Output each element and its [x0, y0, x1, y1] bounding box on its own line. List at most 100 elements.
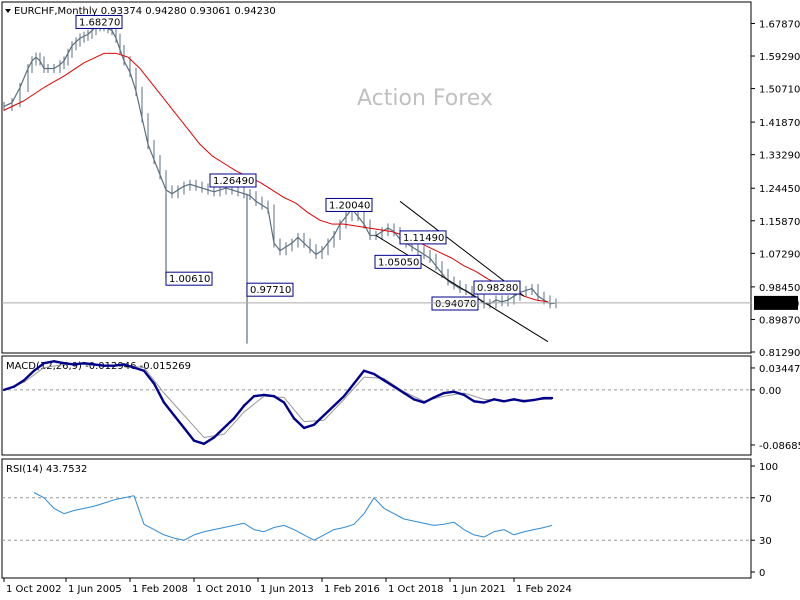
macd-segment [322, 404, 336, 417]
macd-tick-label: -0.086855 [759, 441, 800, 452]
price-path-segment [67, 45, 73, 54]
price-path-segment [417, 250, 425, 255]
annotation-label: 0.97710 [250, 285, 291, 296]
price-path-segment [447, 280, 455, 286]
rsi-segment [433, 523, 445, 526]
main-y-axis: 1.67870 1.59290 1.50710 1.41870 1.33290 1.244… [751, 19, 800, 359]
price-path-segment [501, 299, 509, 303]
y-tick-label: 1.50710 [759, 85, 800, 96]
rsi-segment [33, 492, 45, 499]
macd-segment [482, 398, 496, 404]
price-path-segment [303, 242, 311, 250]
macd-segment [282, 401, 296, 420]
price-path-segment [59, 60, 65, 66]
macd-segment [132, 366, 146, 372]
ma-segment [355, 225, 369, 229]
y-tick-label: 1.15870 [759, 217, 800, 228]
macd-segment [142, 369, 156, 385]
price-path-segment [435, 265, 443, 274]
rsi-segment [293, 529, 305, 536]
ma-segment [283, 197, 297, 204]
macd-segment [262, 393, 276, 398]
price-path-segment [123, 60, 131, 73]
macd-segment [272, 394, 286, 404]
rsi-segment [403, 518, 415, 522]
macd-segment [502, 398, 516, 403]
ma-segment [3, 100, 25, 111]
price-path-segment [3, 102, 13, 107]
macd-segment [302, 423, 316, 430]
rsi-tick-label: 70 [759, 494, 772, 505]
price-path-segment [79, 35, 85, 39]
signal-segment [403, 391, 425, 402]
ma-segment [43, 75, 65, 88]
price-bars [3, 20, 557, 344]
price-path-segment [195, 185, 203, 189]
macd-segment [2, 385, 16, 392]
macd-segment [372, 372, 386, 382]
rsi-segment [183, 534, 195, 541]
x-tick-label: 1 Feb 2008 [132, 584, 188, 595]
rsi-segment [453, 521, 465, 531]
macd-segment [32, 361, 46, 372]
annotation-label: 1.26490 [213, 176, 254, 187]
macd-panel-frame [1, 355, 752, 456]
macd-segment [42, 360, 56, 365]
ma-segment [139, 68, 153, 84]
header-dropdown-icon[interactable] [5, 9, 11, 13]
price-path-segment [135, 91, 143, 118]
macd-segment [402, 391, 416, 401]
annotation-label: 1.05050 [378, 257, 419, 268]
price-path-segment [225, 187, 233, 191]
rsi-segment [113, 497, 125, 501]
macd-segment [352, 369, 366, 385]
macd-segment [512, 398, 526, 403]
price-path-segment [387, 227, 395, 233]
annotation-box [209, 173, 257, 188]
price-path-segment [507, 295, 515, 301]
rsi-segment [473, 534, 485, 538]
price-path-segment [31, 56, 37, 62]
price-path-segment [147, 144, 155, 160]
annotation-box [399, 230, 447, 245]
macd-segment [392, 385, 406, 395]
macd-segment [92, 363, 106, 367]
ma-segment [535, 299, 549, 303]
rsi-segment [193, 531, 205, 536]
trend-channel [375, 200, 549, 343]
rsi-segment [63, 510, 75, 515]
y-tick-label: 1.33290 [759, 151, 800, 162]
macd-lines [2, 360, 554, 445]
ma-segment [307, 212, 321, 221]
signal-segment [323, 399, 345, 421]
price-path-segment [237, 191, 245, 195]
price-path-segment [519, 289, 527, 293]
signal-segment [283, 397, 305, 422]
price-path-segment [177, 185, 185, 191]
macd-segment [432, 391, 446, 399]
annotation-label: 1.11490 [403, 233, 444, 244]
macd-segment [242, 394, 256, 407]
price-path-segment [333, 223, 341, 236]
annotation-box [374, 254, 422, 269]
rsi-title: RSI(14) 43.7532 [6, 464, 87, 475]
ma-segment [475, 271, 489, 280]
ma-segment [63, 62, 85, 77]
macd-segment [412, 398, 426, 404]
rsi-segment [123, 495, 135, 499]
watermark: Action Forex [357, 86, 493, 111]
channel-line [375, 235, 549, 343]
price-path-segment [207, 189, 215, 193]
rsi-segment [303, 534, 315, 541]
current-price-box [754, 295, 798, 310]
rsi-segment [263, 527, 275, 533]
macd-segment [212, 426, 226, 439]
ma-segment [379, 229, 393, 233]
macd-segment [462, 393, 476, 403]
rsi-segment [203, 529, 215, 533]
price-path-segment [27, 60, 33, 69]
rsi-segment [103, 499, 115, 504]
price-path-segment [453, 284, 461, 290]
macd-segment [62, 361, 76, 366]
price-path-segment [309, 248, 317, 255]
